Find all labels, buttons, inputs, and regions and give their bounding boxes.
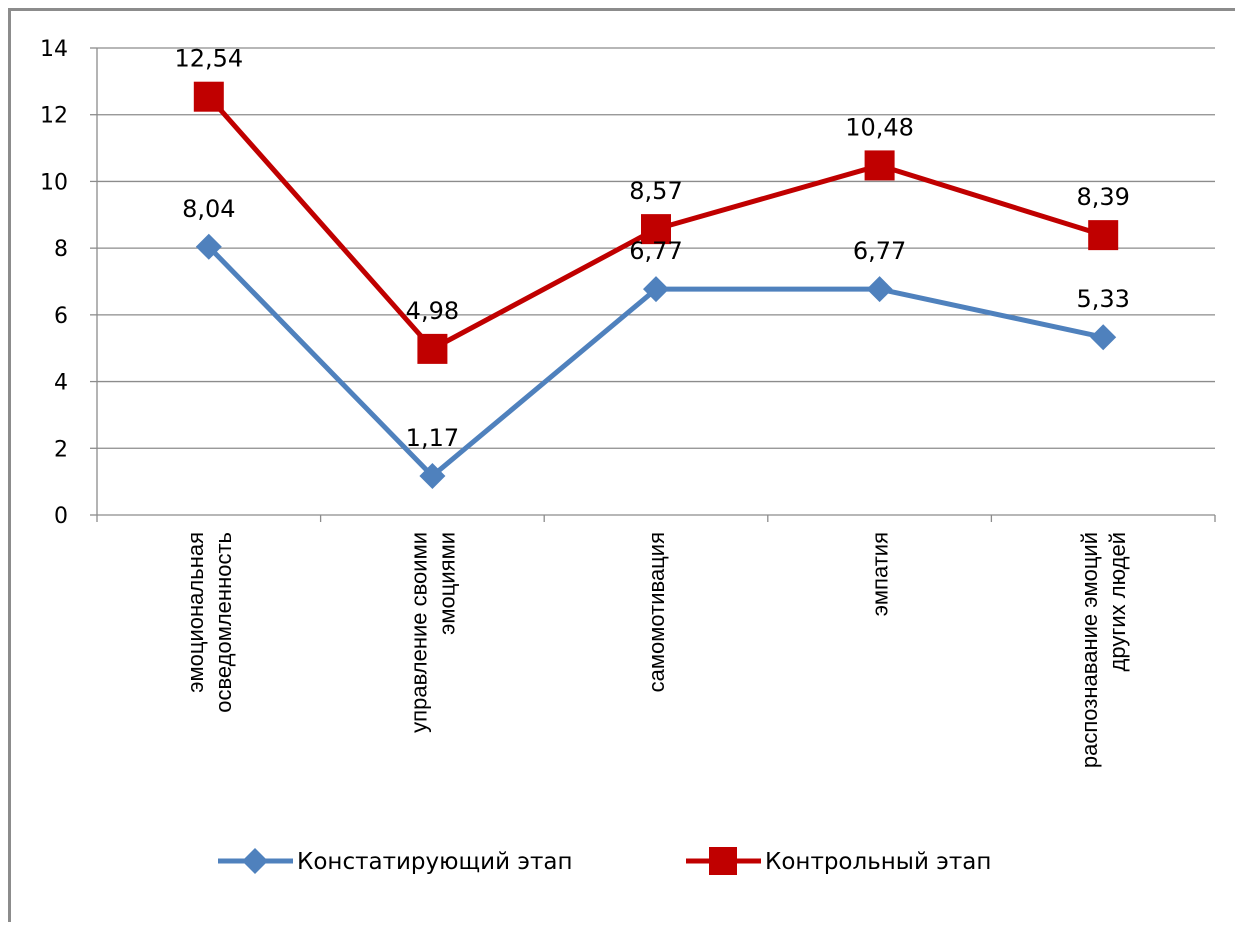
- series-marker-square: [417, 333, 448, 364]
- legend-label: Контрольный этап: [765, 849, 991, 875]
- series-marker-diamond: [1090, 324, 1117, 351]
- series-marker-square: [641, 214, 671, 245]
- data-label: 8,04: [182, 195, 235, 223]
- series-lines: [193, 81, 1119, 489]
- x-category-label: других людей: [1105, 532, 1130, 671]
- x-category-label: эмоциональная: [183, 532, 208, 693]
- x-category-label: осведомленность: [211, 532, 236, 713]
- x-category-label: управление своими: [406, 532, 431, 733]
- y-tick-label: 2: [54, 437, 68, 462]
- data-label: 6,77: [629, 237, 682, 265]
- series-marker-square: [193, 81, 224, 112]
- data-label: 10,48: [845, 113, 914, 141]
- data-label: 8,57: [629, 177, 682, 205]
- x-category-label: эмпатия: [868, 532, 893, 616]
- x-category-label: самомотивация: [644, 532, 669, 692]
- y-tick-label: 12: [40, 104, 68, 129]
- y-tick-label: 8: [54, 237, 68, 262]
- data-label: 6,77: [853, 237, 906, 265]
- y-tick-label: 14: [40, 37, 68, 62]
- data-labels: 8,04 1,17 6,77 6,77 5,33 12,54 4,98 8,57 10,48 8,…: [174, 45, 1129, 452]
- data-label: 4,98: [406, 297, 459, 325]
- legend-marker-square: [709, 847, 737, 875]
- grid-lines: [97, 47, 1215, 449]
- legend-marker-diamond: [242, 848, 268, 874]
- legend: Констатирующий этап Контрольный этап: [218, 847, 991, 875]
- legend-label: Констатирующий этап: [297, 849, 573, 875]
- x-category-label: эмоциями: [434, 532, 459, 635]
- axes: 0 2 4 6 8 10 12 14 эмоциональная осведомленность у…: [40, 37, 1216, 768]
- data-label: 5,33: [1076, 285, 1129, 313]
- x-category-label: распознавание эмоций: [1077, 532, 1102, 768]
- y-tick-label: 0: [54, 504, 68, 529]
- series-marker-square: [1088, 220, 1119, 251]
- series-marker-diamond: [419, 462, 446, 489]
- y-tick-label: 4: [54, 371, 68, 396]
- data-label: 8,39: [1076, 183, 1129, 211]
- data-label: 12,54: [174, 45, 243, 73]
- y-tick-label: 6: [54, 304, 68, 329]
- series-marker-diamond: [866, 276, 893, 303]
- series-marker-diamond: [195, 233, 222, 260]
- chart-frame: [8, 8, 1235, 922]
- series-marker-square: [864, 150, 895, 181]
- y-tick-label: 10: [40, 170, 68, 195]
- series-marker-diamond: [643, 276, 669, 303]
- data-label: 1,17: [406, 424, 459, 452]
